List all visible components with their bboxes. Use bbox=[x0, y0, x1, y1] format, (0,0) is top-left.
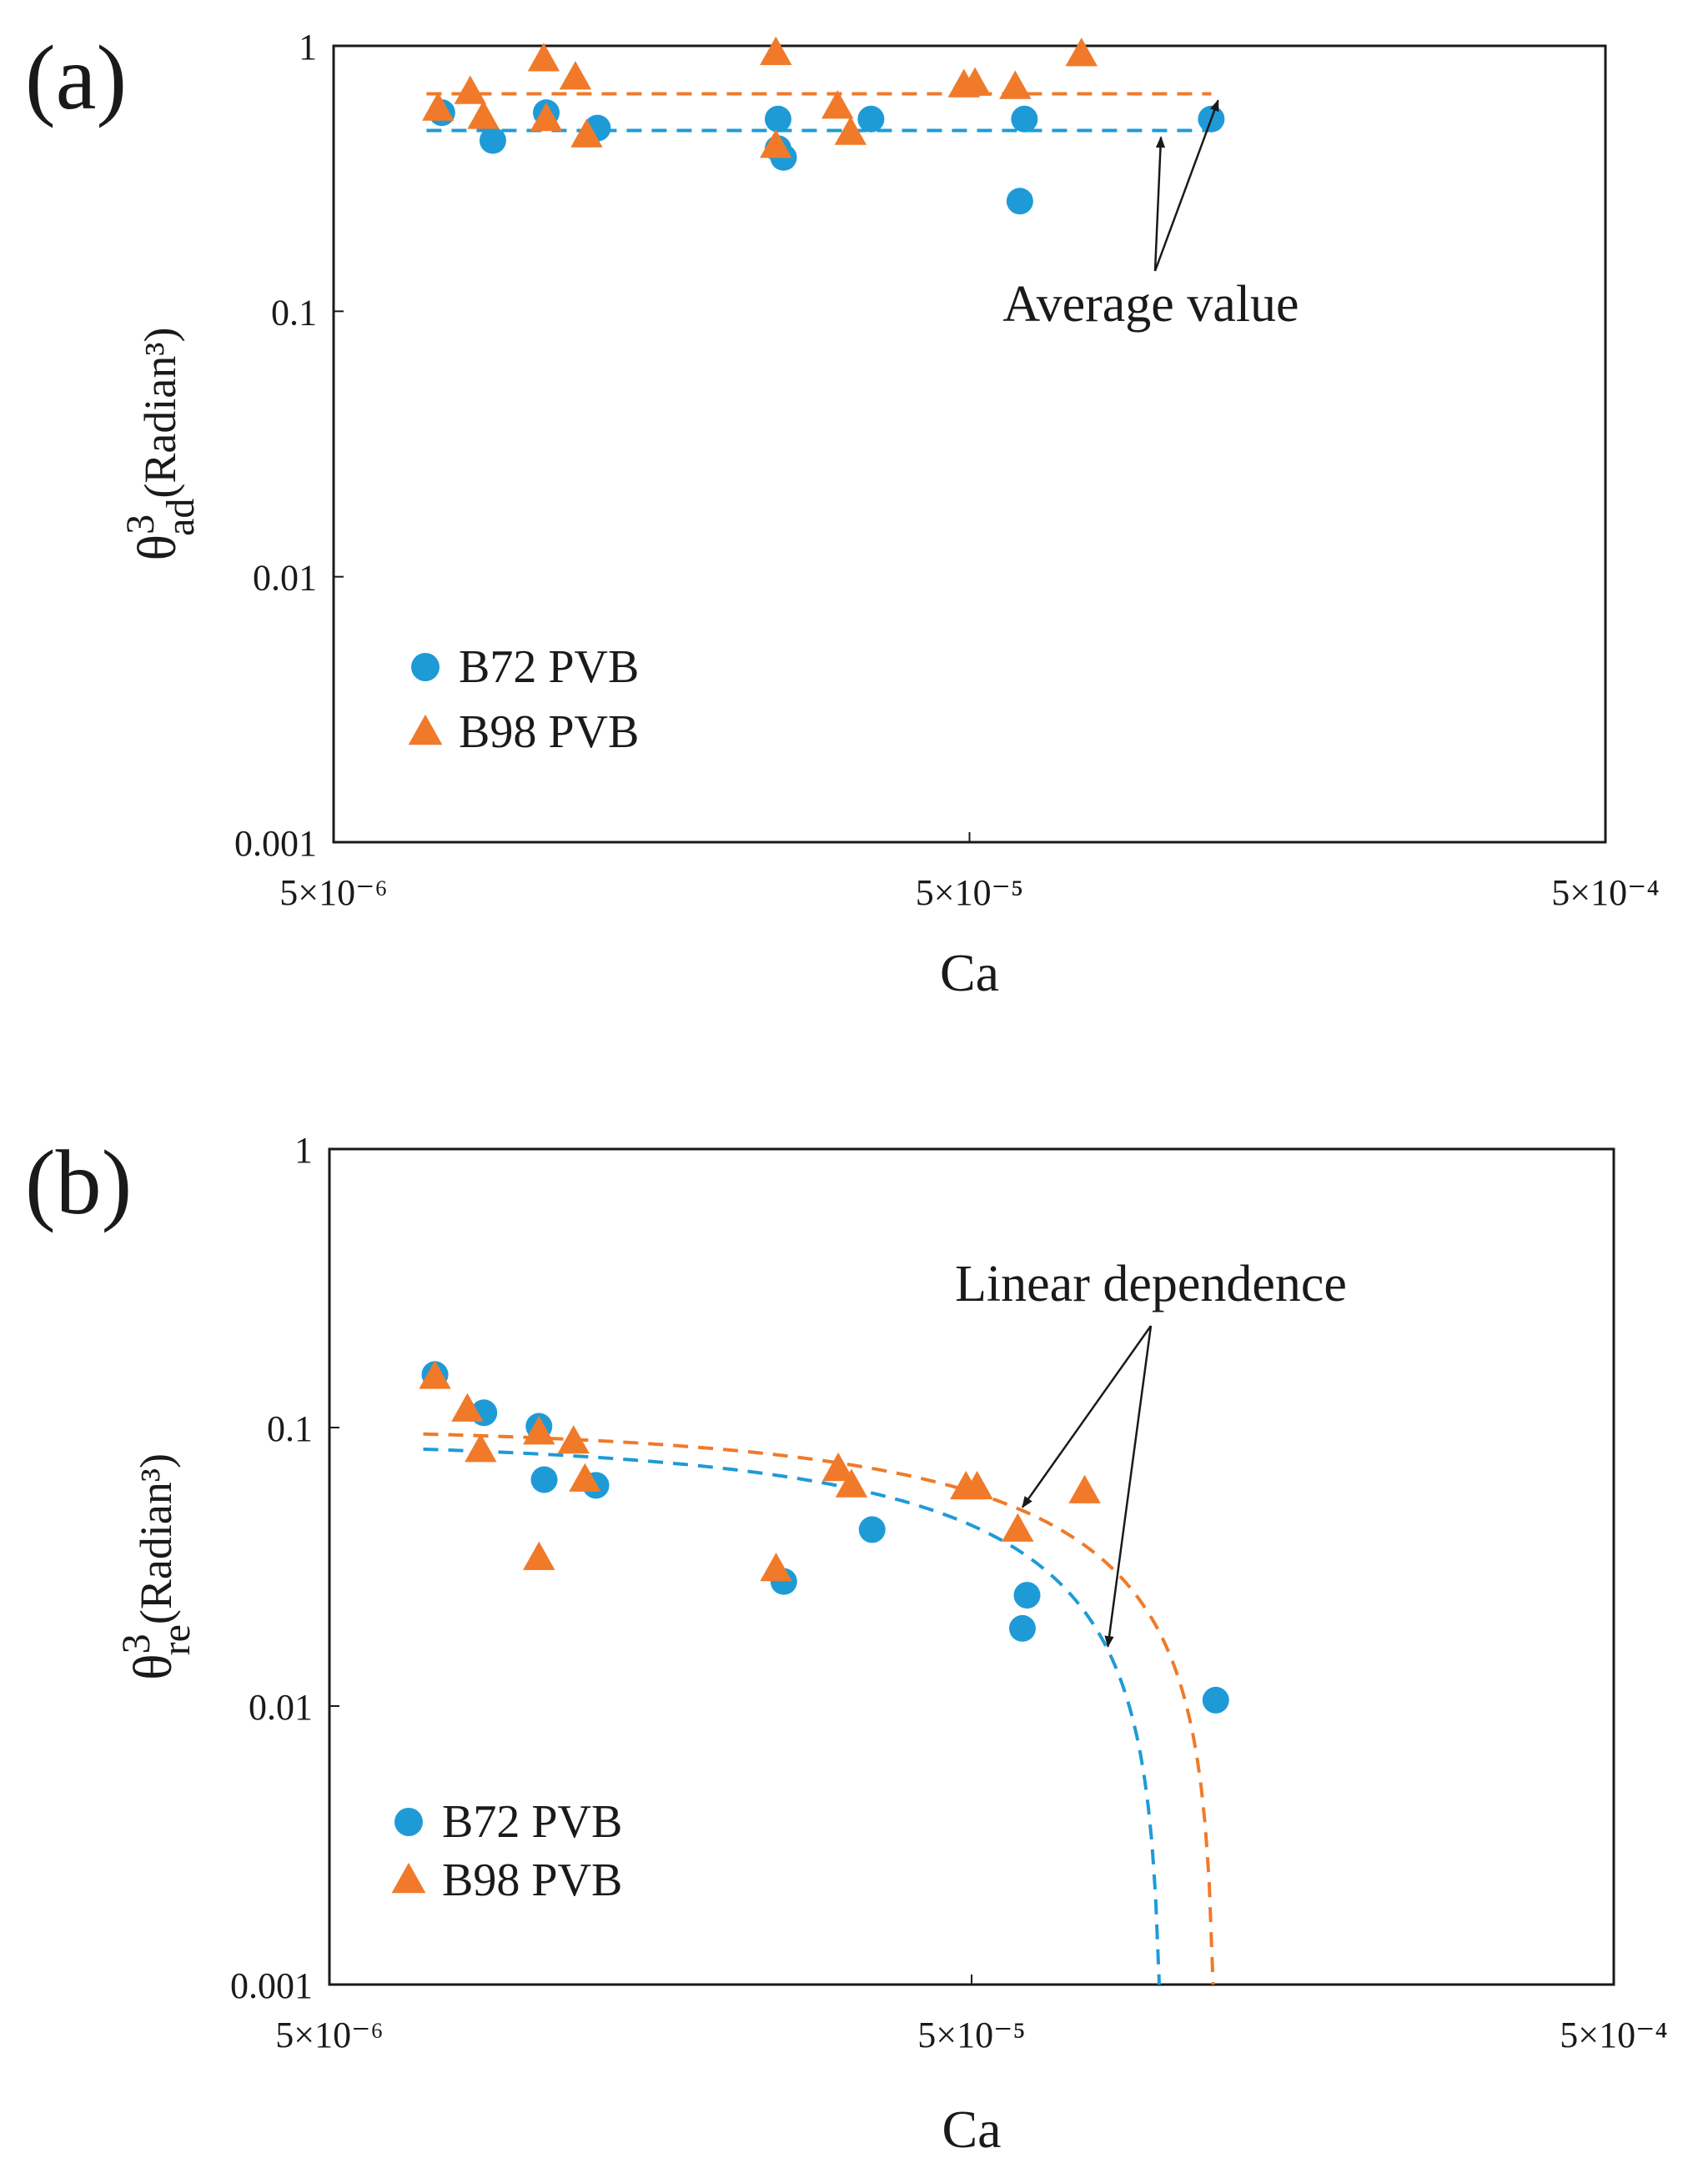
panel-label: (b) bbox=[25, 1132, 132, 1233]
data-point bbox=[858, 1516, 886, 1543]
data-point bbox=[451, 1393, 484, 1422]
data-point bbox=[821, 90, 854, 119]
data-point bbox=[961, 1470, 993, 1500]
data-point bbox=[764, 105, 791, 133]
data-point bbox=[454, 75, 487, 104]
data-point bbox=[530, 102, 563, 132]
data-point bbox=[559, 61, 592, 90]
y-axis-label-main: θ bbox=[127, 534, 188, 561]
y-axis-label-sup: 3 bbox=[114, 1634, 158, 1654]
data-point bbox=[1065, 38, 1098, 67]
data-point bbox=[1011, 105, 1038, 133]
data-point bbox=[1002, 1513, 1034, 1542]
x-tick-label: 5×10⁻⁶ bbox=[279, 872, 387, 913]
legend-label: B72 PVB bbox=[442, 1796, 622, 1848]
y-tick-label: 0.01 bbox=[253, 558, 317, 599]
fit-line bbox=[423, 1447, 1162, 1985]
data-point bbox=[419, 1360, 451, 1389]
y-axis-label: θ3ad(Radian³) bbox=[118, 327, 203, 560]
data-point bbox=[465, 1433, 497, 1463]
legend-label: B72 PVB bbox=[459, 641, 639, 693]
y-tick-label: 0.01 bbox=[249, 1687, 313, 1728]
data-point bbox=[1013, 1582, 1041, 1609]
data-point bbox=[557, 1425, 590, 1454]
y-axis-label-sup: 3 bbox=[118, 514, 163, 534]
data-point bbox=[570, 118, 603, 148]
fit-line bbox=[423, 1432, 1215, 1985]
annotation-text: Linear dependence bbox=[955, 1256, 1347, 1312]
data-point bbox=[821, 1452, 855, 1482]
annotation-arrow bbox=[1153, 136, 1166, 272]
data-point bbox=[857, 105, 885, 133]
data-point bbox=[523, 1541, 555, 1570]
data-point bbox=[1006, 188, 1033, 215]
annotation-arrow bbox=[1021, 1325, 1153, 1508]
data-point bbox=[467, 100, 500, 129]
x-tick-label: 5×10⁻⁴ bbox=[1560, 2015, 1667, 2055]
y-tick-label: 0.001 bbox=[230, 1965, 313, 2006]
y-axis-label: θ3re(Radian³) bbox=[114, 1453, 198, 1680]
data-point bbox=[1068, 1474, 1101, 1503]
x-tick-label: 5×10⁻⁵ bbox=[917, 2015, 1025, 2055]
legend: B72 PVB B98 PVB bbox=[391, 1796, 622, 1906]
data-point bbox=[569, 1463, 601, 1492]
legend-marker bbox=[394, 1808, 423, 1836]
y-axis-label-sub: ad bbox=[158, 499, 203, 536]
x-axis-label: Ca bbox=[942, 2100, 1001, 2159]
data-point bbox=[523, 1416, 555, 1445]
data-point bbox=[835, 1468, 868, 1498]
data-point bbox=[999, 70, 1032, 99]
panel-label: (a) bbox=[25, 27, 127, 128]
data-point bbox=[760, 1553, 792, 1582]
data-point bbox=[1202, 1686, 1229, 1714]
data-point bbox=[530, 1466, 558, 1493]
legend-label: B98 PVB bbox=[442, 1854, 622, 1906]
series-b72-pvb bbox=[421, 1361, 1229, 1714]
y-tick-label: 0.1 bbox=[267, 1408, 313, 1449]
series-b98-pvb bbox=[422, 36, 1098, 158]
chart-panel-a: (a) 1 0.1 0.01 0.001 5×10⁻⁶ 5×10⁻⁵ 5×10⁻⁴ Ca θ3ad… bbox=[25, 27, 1660, 1002]
x-tick-label: 5×10⁻⁶ bbox=[275, 2015, 383, 2055]
data-point bbox=[958, 67, 992, 96]
data-point bbox=[422, 92, 455, 121]
y-tick-label: 0.001 bbox=[234, 823, 317, 864]
legend-marker bbox=[408, 714, 443, 745]
y-axis-label-main: θ bbox=[123, 1654, 183, 1680]
annotation-text: Average value bbox=[1002, 276, 1299, 333]
data-point bbox=[527, 43, 560, 72]
y-tick-label: 1 bbox=[294, 1130, 313, 1171]
x-axis-label: Ca bbox=[940, 943, 999, 1002]
data-point bbox=[479, 127, 506, 154]
legend-marker bbox=[391, 1862, 426, 1894]
legend-label: B98 PVB bbox=[459, 706, 639, 758]
data-point bbox=[834, 116, 867, 145]
series-b98-pvb bbox=[419, 1360, 1101, 1582]
y-tick-label: 1 bbox=[299, 27, 317, 68]
legend-marker bbox=[411, 653, 440, 681]
x-tick-label: 5×10⁻⁴ bbox=[1551, 872, 1659, 913]
data-point bbox=[1008, 1614, 1036, 1642]
annotation-arrow bbox=[1104, 1325, 1153, 1649]
annotation-arrow bbox=[1153, 99, 1219, 272]
chart-panel-b: (b) 1 0.1 0.01 0.001 5×10⁻⁶ 5×10⁻⁵ 5×10⁻⁴ Ca θ3re… bbox=[25, 1130, 1668, 2159]
y-axis-label-unit: (Radian³) bbox=[135, 327, 185, 498]
x-tick-label: 5×10⁻⁵ bbox=[916, 872, 1023, 913]
y-tick-label: 0.1 bbox=[271, 292, 317, 333]
y-axis-label-sub: re bbox=[154, 1624, 198, 1655]
y-axis-label-unit: (Radian³) bbox=[131, 1453, 181, 1624]
legend: B72 PVB B98 PVB bbox=[408, 641, 639, 758]
data-point bbox=[760, 129, 792, 158]
data-point bbox=[760, 36, 792, 65]
